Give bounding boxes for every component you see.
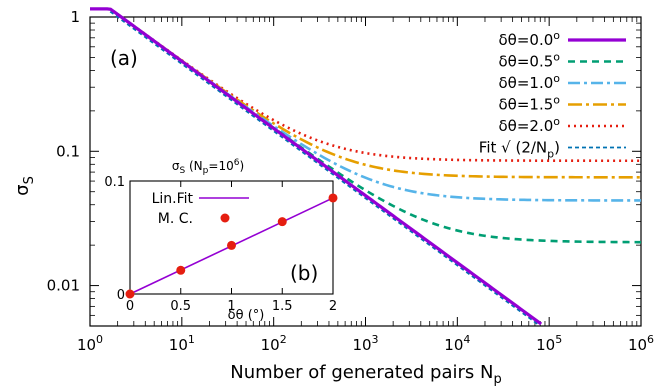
inset-legend-label: M. C. xyxy=(158,211,193,227)
legend-label: δθ=0.5o xyxy=(498,51,560,71)
y-tick-label: 0.1 xyxy=(56,142,80,160)
x-tick-label: 104 xyxy=(444,333,470,354)
x-tick-label: 100 xyxy=(77,333,103,354)
inset-mc-point xyxy=(277,217,287,227)
inset-mc-point xyxy=(176,265,186,275)
x-tick-label: 102 xyxy=(261,333,287,354)
x-tick-label: 101 xyxy=(169,333,195,354)
inset-x-tick-label: 0.5 xyxy=(170,299,191,314)
inset-x-tick-label: 2 xyxy=(329,299,337,314)
inset-legend-label: Lin.Fit xyxy=(152,191,194,207)
inset-mc-point xyxy=(328,193,338,203)
inset-legend-marker xyxy=(220,213,230,223)
inset-mc-point xyxy=(227,240,236,250)
inset-title: σS (Np=106) xyxy=(172,158,244,176)
series-line xyxy=(90,7,543,326)
legend-label: Fit √ (2/Np) xyxy=(479,139,560,161)
x-tick-label: 103 xyxy=(352,333,378,354)
legend-label: δθ=1.0o xyxy=(498,72,560,92)
inset-legend: Lin.Fit M. C. xyxy=(152,191,249,227)
y-axis-label: σS xyxy=(12,176,37,196)
inset-x-axis-label: δθ (°) xyxy=(228,308,265,323)
panel-label-a: (a) xyxy=(110,46,138,70)
x-axis-label: Number of generated pairs Np xyxy=(230,362,501,386)
legend-label: δθ=0.0o xyxy=(498,29,560,49)
inset-y-tick-label: 0 xyxy=(117,288,125,303)
y-tick-label: 1 xyxy=(70,8,80,26)
panel-label-b: (b) xyxy=(290,261,318,285)
inset-x-tick-label: 1 xyxy=(227,299,235,314)
inset-x-tick-label: 1.5 xyxy=(272,299,293,314)
main-series xyxy=(90,7,642,326)
inset-background xyxy=(130,181,333,294)
inset-y-tick-label: 0.1 xyxy=(104,175,125,190)
x-tick-label: 106 xyxy=(628,333,654,354)
legend-label: δθ=2.0o xyxy=(498,115,560,135)
legend-label: δθ=1.5o xyxy=(498,94,560,114)
series-line xyxy=(90,7,539,325)
inset-x-tick-label: 0 xyxy=(126,299,134,314)
y-tick-label: 0.01 xyxy=(47,277,80,295)
x-tick-label: 105 xyxy=(536,333,562,354)
inset-series xyxy=(125,193,338,299)
inset-ticks: 0 0.5 1 1.5 2 0 0.1 xyxy=(104,175,337,314)
inset-mc-point xyxy=(125,289,135,299)
